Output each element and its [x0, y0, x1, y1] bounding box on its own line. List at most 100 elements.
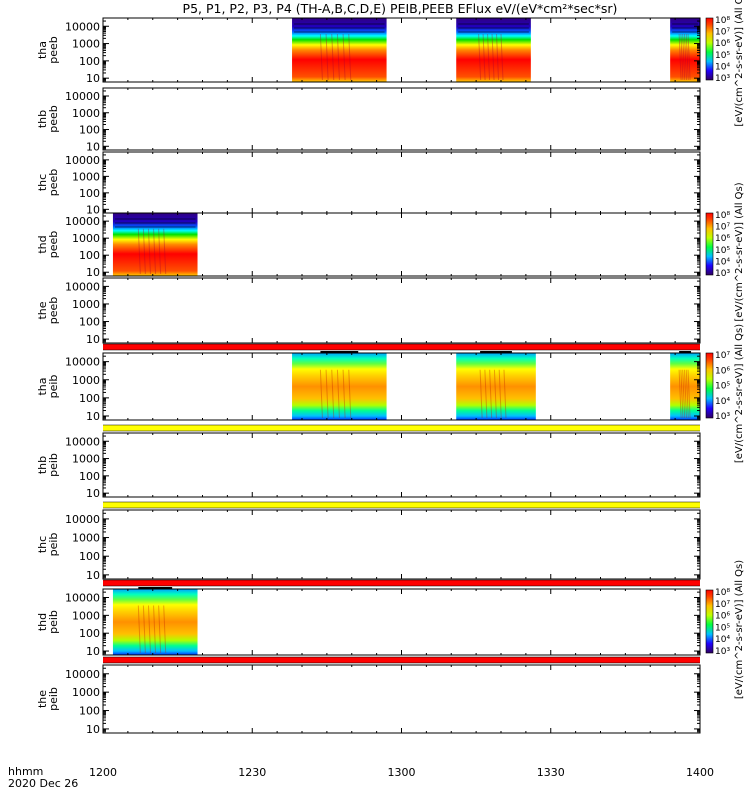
- y-tick-label: 1000: [72, 686, 100, 699]
- spectrogram-block: [292, 353, 387, 420]
- y-tick-label: 10000: [65, 435, 100, 448]
- spectrogram-texture: [687, 369, 691, 419]
- colorbar-tick-label: 10⁶: [715, 234, 730, 244]
- spectrogram-texture: [491, 33, 495, 81]
- y-tick-label: 10: [86, 333, 100, 346]
- y-tick-label: 10: [86, 723, 100, 736]
- spectrogram-texture: [500, 33, 504, 81]
- y-tick-label: 100: [79, 249, 100, 262]
- y-tick-label: 10000: [65, 20, 100, 33]
- panel-frame: [102, 432, 701, 498]
- y-tick-label: 100: [79, 124, 100, 137]
- panel-frame: [102, 664, 701, 734]
- spectrogram-texture: [319, 369, 323, 419]
- y-tick-label: 100: [79, 392, 100, 405]
- spectrogram-texture: [342, 33, 346, 81]
- spectrogram-texture: [158, 228, 162, 275]
- colorbar-tick-label: 10⁷: [715, 600, 730, 610]
- x-tick-label: 1330: [537, 766, 565, 779]
- spectrogram-texture: [158, 605, 162, 654]
- spectrogram-texture: [687, 33, 691, 81]
- y-tick-label: 10000: [65, 668, 100, 681]
- colorbar-label: [eV/(cm^2-s-sr-eV)] (All Qs): [734, 0, 745, 127]
- x-tick-label: 1230: [238, 766, 266, 779]
- spectrogram-texture: [496, 33, 500, 81]
- colorbar-tick-label: 10³: [715, 74, 730, 84]
- spectrogram-texture: [484, 369, 488, 419]
- figure-title: P5, P1, P2, P3, P4 (TH-A,B,C,D,E) PEIB,P…: [183, 1, 618, 16]
- spectrogram-texture: [137, 228, 141, 275]
- y-tick-label: 10000: [65, 280, 100, 293]
- spectrogram-texture: [498, 369, 502, 419]
- panel-frame: [102, 352, 701, 421]
- y-tick-label: 1000: [72, 232, 100, 245]
- colorbar-tick-label: 10⁵: [715, 246, 730, 256]
- colorbar-label: [eV/(cm^2-s-sr-eV)] (All Qs): [734, 560, 745, 699]
- colorbar-tick-label: 10⁶: [715, 39, 730, 49]
- y-tick-label: 1000: [72, 453, 100, 466]
- spectrogram-texture: [331, 369, 335, 419]
- colorbar-tick-label: 10³: [715, 269, 730, 279]
- colorbar-tick-label: 10⁷: [715, 351, 730, 361]
- spectrogram-texture: [503, 369, 507, 419]
- y-tick-label: 10000: [65, 592, 100, 605]
- spectrogram-texture: [142, 605, 146, 654]
- panel-frame: [102, 277, 701, 344]
- panel-frame: [102, 151, 701, 214]
- y-tick-label: 10: [86, 645, 100, 658]
- panel-ylabel: thb: [36, 110, 49, 128]
- colorbar-label: [eV/(cm^2-s-sr-eV)] (All Qs): [734, 324, 745, 463]
- y-tick-label: 1000: [72, 38, 100, 51]
- colorbar-tick-label: 10⁷: [715, 28, 730, 38]
- y-tick-label: 100: [79, 470, 100, 483]
- y-tick-label: 10: [86, 72, 100, 85]
- spectrogram-texture: [331, 33, 335, 81]
- y-tick-label: 10000: [65, 154, 100, 167]
- spectrogram-texture: [163, 605, 167, 654]
- panel-ylabel: the: [36, 301, 49, 319]
- panel-ylabel: thc: [36, 174, 49, 191]
- y-tick-label: 10: [86, 140, 100, 153]
- y-tick-label: 10000: [65, 90, 100, 103]
- y-tick-label: 1000: [72, 107, 100, 120]
- spectrogram-texture: [342, 369, 346, 419]
- panel-ylabel: peib: [47, 533, 60, 557]
- separator-bar: [103, 580, 700, 586]
- spectrogram-block: [292, 18, 387, 82]
- spectrogram-texture: [163, 228, 167, 275]
- spectrogram-texture: [680, 369, 684, 419]
- panel-ylabel: peib: [47, 453, 60, 477]
- spectrogram-texture: [479, 369, 483, 419]
- y-tick-label: 10: [86, 203, 100, 216]
- colorbar-tick-label: 10⁴: [715, 62, 730, 72]
- panel-frame: [102, 87, 701, 151]
- x-tick-label: 1200: [89, 766, 117, 779]
- spectrogram-block: [456, 353, 536, 420]
- spectrogram-texture: [319, 33, 323, 81]
- separator-bar: [103, 502, 700, 508]
- spectrogram-texture: [336, 369, 340, 419]
- y-tick-label: 100: [79, 550, 100, 563]
- separator-bar: [103, 425, 700, 431]
- y-tick-label: 100: [79, 627, 100, 640]
- panel-ylabel: thb: [36, 456, 49, 474]
- spectrogram-texture: [336, 33, 340, 81]
- spectrogram-texture: [325, 33, 329, 81]
- colorbar-tick-label: 10⁸: [715, 588, 730, 598]
- spectrogram-texture: [493, 369, 497, 419]
- spectrogram-texture: [348, 369, 352, 419]
- colorbar-tick-label: 10⁷: [715, 223, 730, 233]
- colorbar-tick-label: 10³: [715, 647, 730, 657]
- colorbar-tick-label: 10⁸: [715, 16, 730, 26]
- spectrogram-texture: [487, 33, 491, 81]
- colorbar-label: [eV/(cm^2-s-sr-eV)] (All Qs): [734, 182, 745, 321]
- y-tick-label: 10: [86, 266, 100, 279]
- spectrogram-texture: [682, 369, 686, 419]
